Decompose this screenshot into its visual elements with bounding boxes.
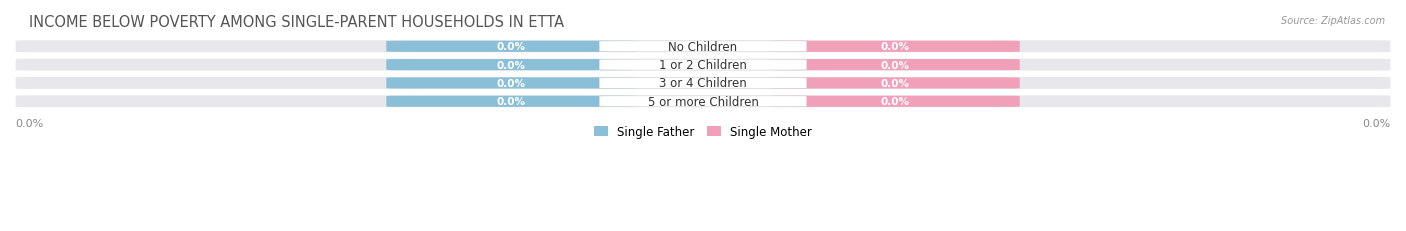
Legend: Single Father, Single Mother: Single Father, Single Mother [589, 121, 817, 143]
Text: 3 or 4 Children: 3 or 4 Children [659, 77, 747, 90]
Text: 5 or more Children: 5 or more Children [648, 95, 758, 108]
FancyBboxPatch shape [770, 96, 1019, 107]
FancyBboxPatch shape [599, 60, 807, 71]
Text: 0.0%: 0.0% [880, 97, 910, 107]
Text: 0.0%: 0.0% [880, 79, 910, 88]
FancyBboxPatch shape [15, 78, 1391, 90]
Text: 1 or 2 Children: 1 or 2 Children [659, 59, 747, 72]
Text: 0.0%: 0.0% [880, 42, 910, 52]
FancyBboxPatch shape [770, 78, 1019, 89]
FancyBboxPatch shape [599, 97, 807, 107]
FancyBboxPatch shape [387, 60, 636, 71]
FancyBboxPatch shape [387, 42, 636, 53]
Text: 0.0%: 0.0% [496, 60, 526, 70]
Text: 0.0%: 0.0% [496, 79, 526, 88]
Text: 0.0%: 0.0% [496, 97, 526, 107]
FancyBboxPatch shape [599, 78, 807, 89]
FancyBboxPatch shape [387, 96, 636, 107]
FancyBboxPatch shape [15, 59, 1391, 71]
FancyBboxPatch shape [15, 41, 1391, 53]
Text: Source: ZipAtlas.com: Source: ZipAtlas.com [1281, 16, 1385, 26]
Text: 0.0%: 0.0% [496, 42, 526, 52]
Text: No Children: No Children [668, 41, 738, 54]
FancyBboxPatch shape [599, 42, 807, 52]
Text: INCOME BELOW POVERTY AMONG SINGLE-PARENT HOUSEHOLDS IN ETTA: INCOME BELOW POVERTY AMONG SINGLE-PARENT… [30, 15, 564, 30]
FancyBboxPatch shape [770, 42, 1019, 53]
Text: 0.0%: 0.0% [880, 60, 910, 70]
FancyBboxPatch shape [15, 96, 1391, 108]
FancyBboxPatch shape [770, 60, 1019, 71]
FancyBboxPatch shape [387, 78, 636, 89]
